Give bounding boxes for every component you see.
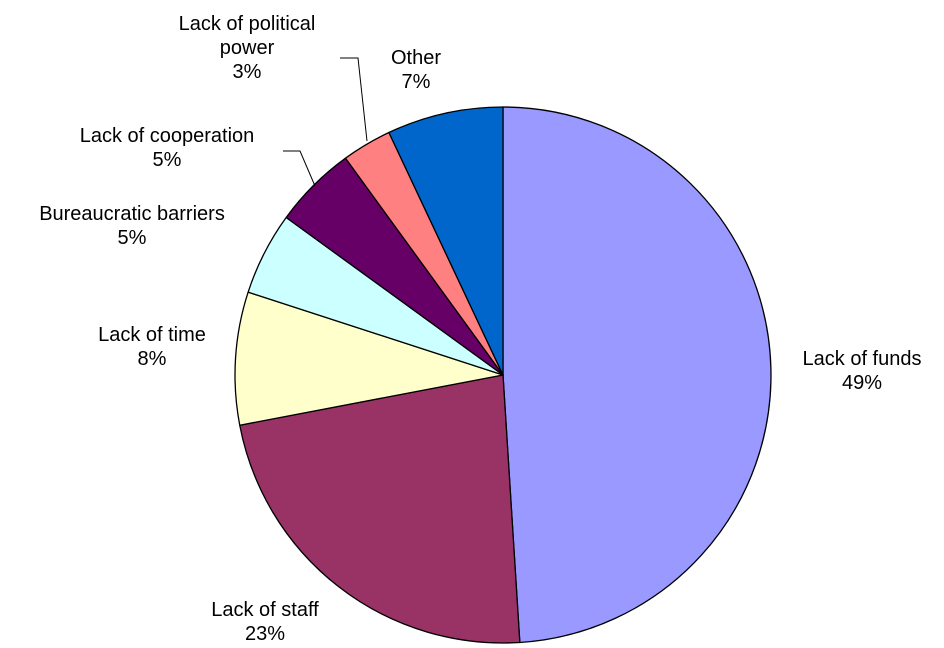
slice-label: Other 7%	[391, 46, 441, 94]
slice-label-text: power	[219, 37, 275, 59]
leader-lines	[283, 57, 368, 187]
leader-line	[283, 150, 316, 187]
slice-label-text: Bureaucratic barriers	[39, 203, 225, 225]
slice-value-label: 5%	[152, 149, 182, 171]
slice-label: Bureaucratic barriers 5%	[39, 202, 225, 250]
slice-value-label: 23%	[244, 623, 286, 645]
slice-label-text: Lack of time	[98, 324, 206, 346]
slice-label-text: Lack of staff	[211, 599, 319, 621]
slice-label-text: Lack of political	[178, 13, 316, 35]
pie-slice-lack-of-time	[234, 291, 504, 426]
leader-line	[340, 57, 368, 142]
pie-slice-lack-of-funds	[502, 106, 772, 644]
slice-label-text: Other	[390, 47, 442, 69]
pie-slices	[234, 106, 772, 644]
slice-label: Lack of political power 3%	[179, 12, 316, 84]
slice-label: Lack of cooperation 5%	[80, 124, 255, 172]
slice-value-label: 7%	[401, 71, 431, 93]
slice-label: Lack of staff 23%	[211, 598, 318, 646]
slice-value-label: 3%	[232, 61, 262, 83]
slice-value-label: 8%	[137, 348, 167, 370]
slice-label-text: Lack of funds	[802, 348, 922, 370]
slice-label: Lack of funds 49%	[803, 347, 922, 395]
pie-slice-other	[388, 106, 504, 376]
slice-label: Lack of time 8%	[98, 323, 206, 371]
pie-slice-lack-of-staff	[239, 374, 521, 644]
slice-label-text: Lack of cooperation	[79, 125, 255, 147]
slice-value-label: 49%	[841, 372, 883, 394]
slice-value-label: 5%	[117, 227, 147, 249]
